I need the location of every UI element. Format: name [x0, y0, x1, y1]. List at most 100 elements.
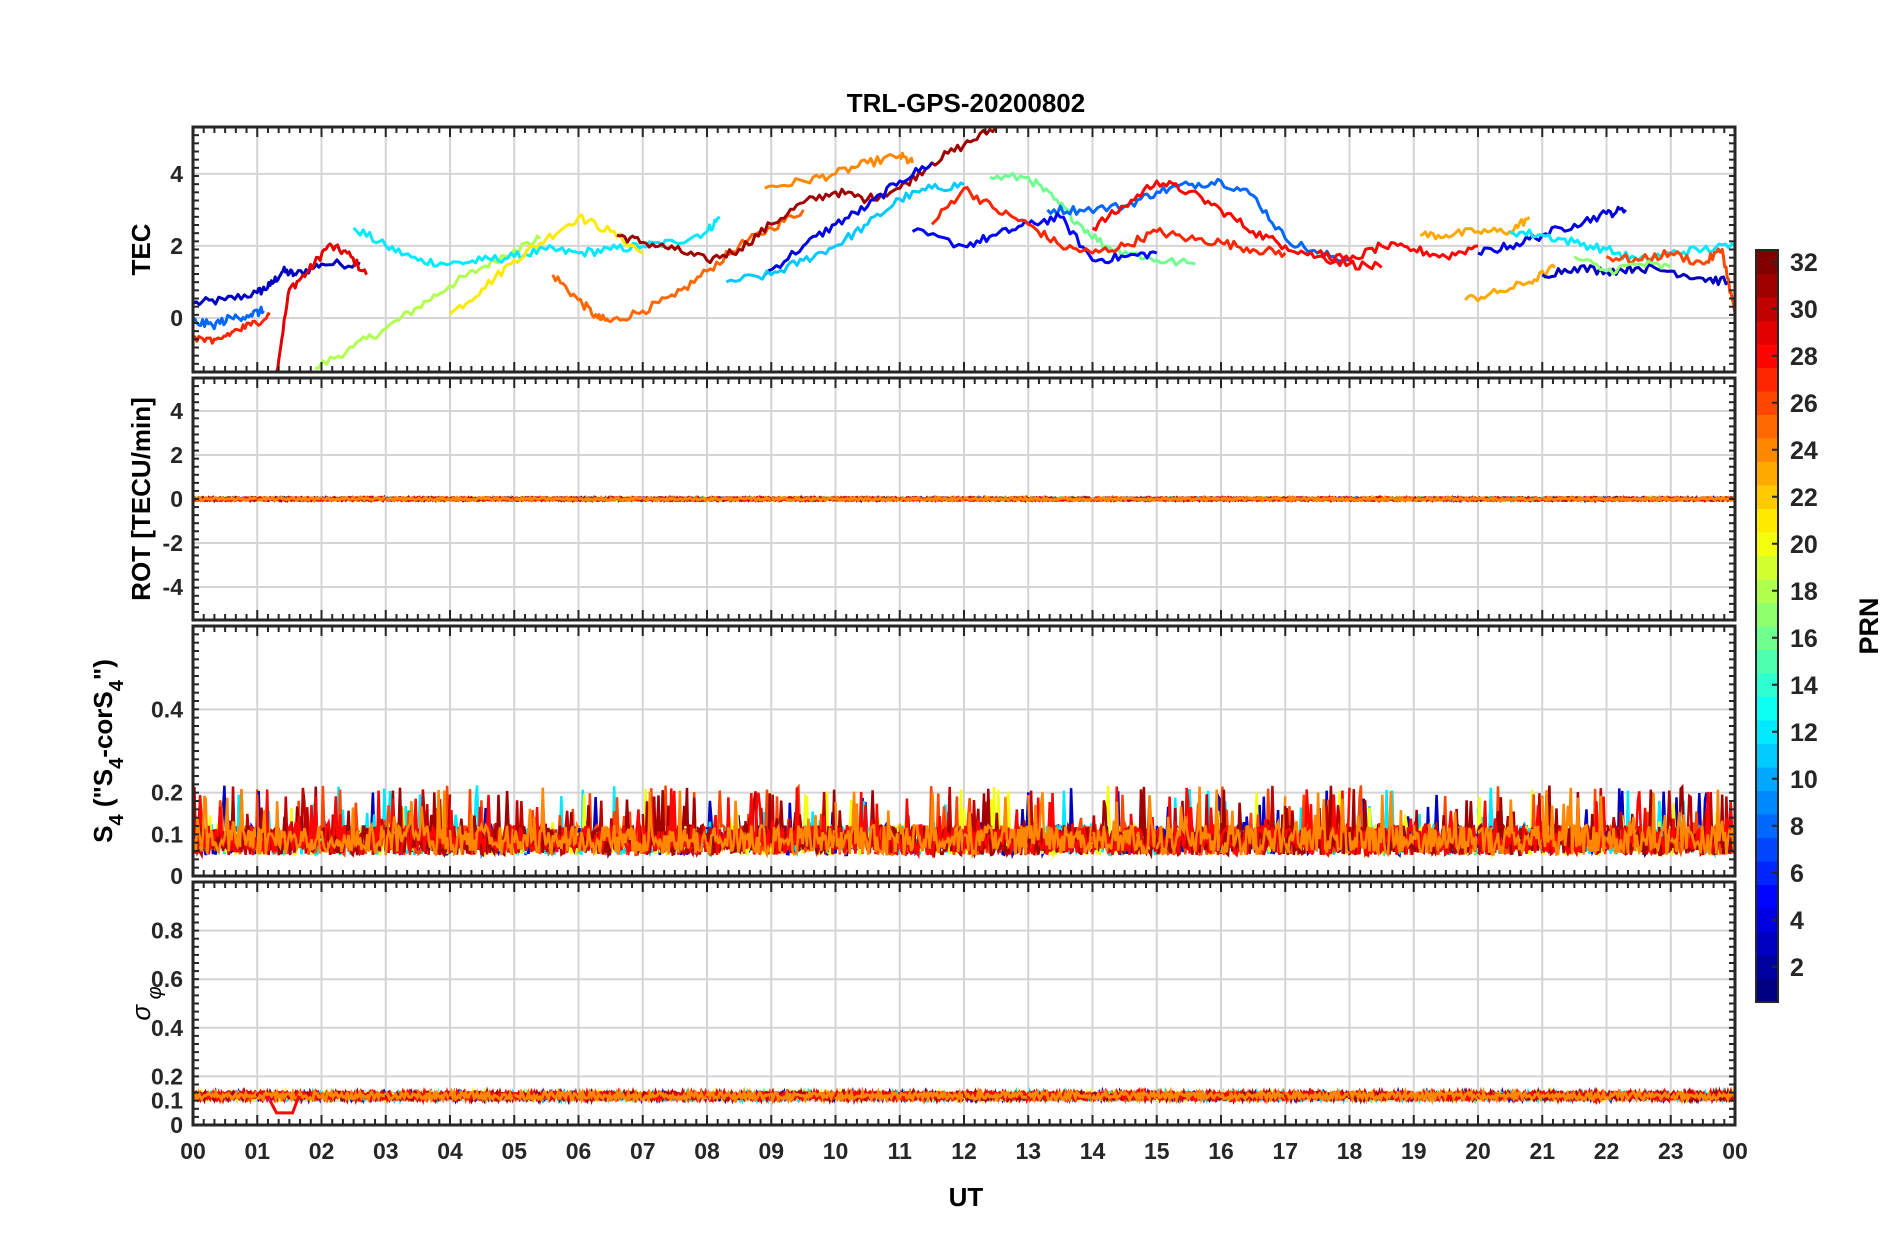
- colorbar-segment: [1756, 955, 1778, 979]
- tec-series-prn-28: [1316, 241, 1479, 263]
- s4-trace-prn-24: [193, 788, 259, 856]
- colorbar-tick-label: 10: [1790, 766, 1818, 794]
- x-tick-label: 18: [1337, 1138, 1363, 1164]
- rot-trace-prn-24: [834, 495, 901, 503]
- tec-series-prn-29: [275, 242, 368, 372]
- y-tick-label: -2: [163, 530, 183, 556]
- s4-trace-prn-24: [256, 801, 323, 855]
- y-tick-label: 4: [170, 398, 183, 424]
- colorbar-segment: [1756, 814, 1778, 838]
- rot-trace-prn-24: [1285, 494, 1351, 504]
- s4-panel: 0 0.1 0.2 0.4 S4 ("S4-corS4"): [88, 624, 1737, 889]
- y-tick-label: 0: [170, 1112, 183, 1138]
- sigma-data: [193, 1086, 1735, 1115]
- tec-series-prn-23: [1419, 216, 1531, 241]
- x-tick-label: 06: [566, 1138, 592, 1164]
- sigma-trace-prn-24: [1605, 1089, 1672, 1104]
- colorbar-tick-label: 12: [1790, 719, 1818, 747]
- s4-trace-prn-28: [705, 792, 773, 855]
- rot-trace-prn-24: [578, 495, 644, 503]
- s4-trace-prn-24: [1477, 799, 1544, 857]
- tec-series-prn-21: [448, 213, 644, 316]
- tec-series-prn-23: [1464, 263, 1557, 303]
- sigma-trace-prn-24: [834, 1087, 901, 1104]
- colorbar-segment: [1756, 273, 1778, 298]
- colorbar-tick-label: 14: [1790, 672, 1818, 700]
- tec-panel: 0 2 4 TEC: [126, 125, 1737, 374]
- colorbar-segment: [1756, 250, 1778, 274]
- s4-trace-prn-24: [1412, 812, 1480, 855]
- s4-trace-prn-24: [770, 815, 837, 856]
- colorbar-tick-label: 22: [1790, 484, 1818, 512]
- colorbar-tick-label: 30: [1790, 296, 1818, 324]
- sigma-trace-prn-24: [448, 1087, 516, 1106]
- sigma-trace-prn-24: [193, 1088, 259, 1104]
- sigma-trace-prn-24: [641, 1086, 709, 1104]
- x-tick-label: 00: [180, 1138, 206, 1164]
- s4-trace-prn-24: [705, 800, 773, 859]
- s4-trace-prn-24: [320, 807, 388, 855]
- colorbar-segment: [1756, 297, 1778, 321]
- rot-trace-prn-24: [899, 495, 966, 503]
- colorbar-tick-label: 6: [1790, 860, 1804, 888]
- sigma-trace-prn-24: [1476, 1087, 1544, 1104]
- colorbar-segment: [1756, 790, 1778, 815]
- sigma-trace-prn-24: [1027, 1088, 1094, 1104]
- rot-trace-prn-24: [642, 495, 709, 503]
- colorbar-segment: [1756, 767, 1778, 791]
- s4-trace-prn-24: [1348, 791, 1415, 858]
- rot-trace-prn-24: [1092, 495, 1158, 503]
- colorbar-tick-label: 8: [1790, 813, 1804, 841]
- rot-trace-prn-24: [1348, 495, 1415, 503]
- s4-trace-prn-24: [1092, 795, 1159, 855]
- colorbar-segment: [1756, 508, 1778, 533]
- s4-data: [193, 783, 1735, 860]
- colorbar-segment: [1756, 743, 1778, 768]
- y-tick-label: 0.6: [151, 966, 183, 992]
- tec-series-prn-11: [725, 181, 965, 284]
- s4-trace-prn-24: [1155, 786, 1223, 856]
- x-tick-label: 17: [1272, 1138, 1298, 1164]
- x-tick-label: 09: [758, 1138, 784, 1164]
- sigma-dip-trace: [268, 1095, 301, 1115]
- tec-series-prn-26: [1605, 247, 1735, 315]
- x-tick-label: 07: [630, 1138, 656, 1164]
- tec-series-prn-27: [930, 186, 1287, 258]
- sigma-trace-prn-24: [256, 1087, 323, 1104]
- rot-trace-prn-24: [449, 495, 516, 503]
- colorbar-segment: [1756, 485, 1778, 509]
- x-tick-label: 13: [1015, 1138, 1041, 1164]
- colorbar-segment: [1756, 978, 1778, 1003]
- s4-trace-prn-24: [1284, 792, 1351, 855]
- colorbar-tick-label: 28: [1790, 343, 1818, 371]
- rot-trace-prn-24: [193, 496, 259, 502]
- colorbar-segment: [1756, 931, 1778, 956]
- sigma-trace-prn-24: [320, 1087, 388, 1103]
- x-tick-label: 14: [1080, 1138, 1106, 1164]
- tec-y-label: TEC: [126, 223, 156, 275]
- colorbar-segment: [1756, 461, 1778, 486]
- colorbar-segment: [1756, 391, 1778, 415]
- sigma-panel: 00.10.2 0.4 0.6 0.8 σ φ: [126, 880, 1737, 1138]
- rot-trace-prn-24: [385, 495, 451, 503]
- colorbar-segment: [1756, 861, 1778, 885]
- tec-series-prn-3: [1541, 263, 1730, 287]
- s4-trace-prn-24: [384, 789, 452, 857]
- colorbar-frame: [1755, 249, 1779, 1003]
- y-tick-label: 0.2: [151, 1063, 183, 1089]
- rot-trace-prn-24: [1542, 495, 1608, 503]
- colorbar-tick-label: 18: [1790, 578, 1818, 606]
- y-tick-label: 0: [170, 486, 183, 512]
- colorbar-segment: [1756, 579, 1778, 603]
- s4-trace-prn-24: [1219, 796, 1287, 856]
- colorbar-segment: [1756, 837, 1778, 862]
- rot-y-label: ROT [TECU/min]: [126, 397, 156, 601]
- rot-trace-prn-24: [1413, 495, 1480, 503]
- s4-trace-prn-24: [577, 825, 645, 857]
- s4-trace-prn-24: [513, 787, 580, 855]
- rot-trace-prn-24: [1027, 494, 1094, 503]
- colorbar-label: PRN: [1854, 597, 1884, 654]
- rot-trace-prn-24: [1476, 495, 1543, 504]
